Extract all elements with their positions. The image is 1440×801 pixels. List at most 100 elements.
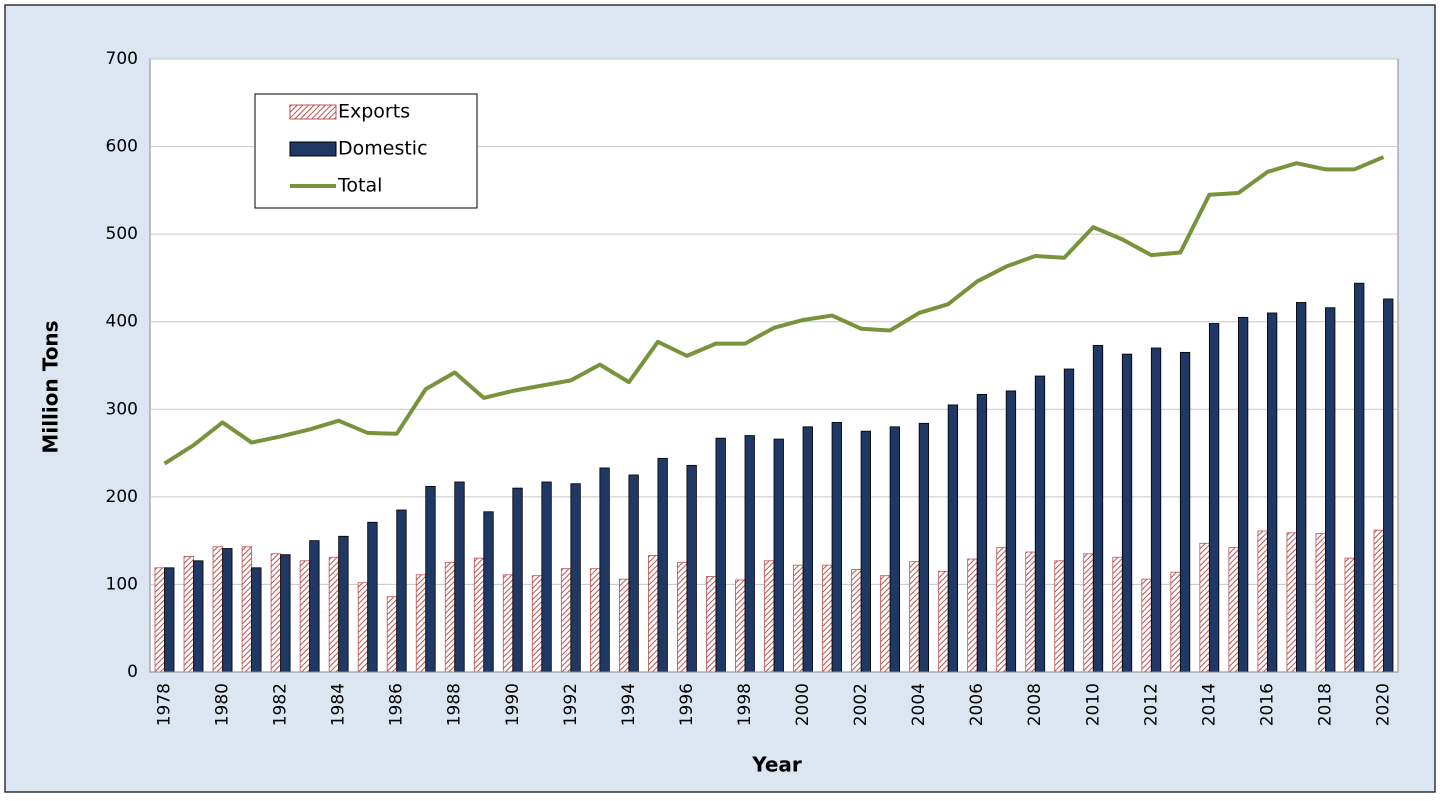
bar [241, 546, 252, 673]
bar [1325, 307, 1336, 673]
y-tick-label: 100 [106, 574, 138, 594]
bar [918, 422, 930, 673]
legend: Exports Domestic Total [254, 93, 478, 209]
bar [947, 404, 959, 673]
bar [1005, 390, 1017, 673]
bar [764, 560, 775, 673]
bar [715, 437, 726, 673]
bar [338, 535, 349, 673]
x-tick-label: 2004 [909, 683, 929, 726]
x-tick-label: 2014 [1199, 683, 1219, 726]
bar [425, 485, 436, 673]
bar [1286, 532, 1297, 673]
bar [618, 578, 630, 673]
bar [793, 564, 804, 673]
bar [444, 562, 456, 673]
bar [628, 474, 639, 673]
line [163, 155, 1385, 466]
bar [996, 547, 1007, 673]
bar [1296, 302, 1307, 673]
bar [270, 553, 282, 673]
x-tick-label: 1980 [213, 683, 233, 726]
x-tick-label: 2012 [1141, 683, 1161, 726]
y-tick-label: 500 [106, 224, 138, 244]
bar [251, 567, 262, 673]
bar [1237, 316, 1249, 673]
bar [386, 596, 398, 673]
bar [822, 564, 833, 673]
bar [531, 575, 543, 673]
y-tick-label: 700 [106, 49, 138, 69]
bar [1228, 547, 1239, 673]
y-tick-label: 200 [106, 487, 138, 507]
bar [1354, 282, 1365, 673]
bar [1170, 571, 1181, 673]
bar [599, 467, 610, 673]
bar [473, 557, 485, 673]
x-tick-label: 2016 [1257, 683, 1277, 726]
bar [744, 435, 755, 673]
bar [309, 540, 320, 673]
bar [938, 570, 949, 673]
legend-label: Domestic [338, 138, 428, 160]
bar [1266, 312, 1278, 673]
bar [677, 562, 688, 673]
bar [1092, 344, 1104, 673]
x-tick-label: 1988 [445, 683, 465, 726]
bar [880, 575, 891, 673]
x-tick-label: 2006 [967, 683, 987, 726]
x-tick-label: 1990 [503, 683, 523, 726]
bar [212, 546, 223, 673]
bar [1121, 353, 1133, 673]
bar [483, 511, 494, 673]
bar [183, 556, 194, 673]
bar [976, 393, 988, 673]
bar [1025, 551, 1036, 673]
bar [357, 582, 369, 673]
bar [454, 481, 465, 673]
bar [396, 509, 407, 673]
bar [222, 548, 233, 673]
bar [193, 560, 204, 673]
x-tick-label: 2008 [1025, 683, 1045, 726]
bar [570, 483, 581, 673]
bar [657, 457, 668, 673]
bar [648, 555, 659, 673]
x-tick-label: 1982 [271, 683, 291, 726]
x-tick-label: 1998 [735, 683, 755, 726]
legend-swatch [289, 104, 337, 120]
bar [1208, 323, 1220, 673]
bar [1199, 542, 1210, 673]
x-tick-label: 1996 [677, 683, 697, 726]
x-tick-label: 2000 [793, 683, 813, 726]
y-tick-label: 0 [127, 662, 138, 682]
bar [851, 569, 862, 673]
bar [512, 487, 523, 673]
bar [1141, 578, 1152, 673]
legend-label: Total [337, 175, 382, 197]
x-tick-label: 1984 [329, 683, 349, 726]
x-tick-label: 2010 [1083, 683, 1103, 726]
bar [686, 464, 697, 673]
x-tick-label: 1978 [155, 683, 175, 726]
bar [706, 576, 717, 673]
bar [860, 430, 871, 673]
bar [1373, 529, 1384, 673]
bar [802, 426, 813, 673]
bar [1083, 553, 1094, 673]
bar [589, 568, 601, 673]
x-tick-label: 2020 [1373, 683, 1393, 726]
bar [1063, 368, 1075, 673]
x-tick-label: 2018 [1315, 683, 1335, 726]
bar [367, 521, 378, 673]
bar [1179, 351, 1191, 673]
x-tick-label: 2002 [851, 683, 871, 726]
y-tick-label: 400 [106, 312, 138, 332]
x-tick-label: 1986 [387, 683, 407, 726]
legend-swatch [289, 141, 337, 157]
bar [831, 422, 842, 673]
y-tick-label: 600 [106, 137, 138, 157]
bar [967, 558, 978, 673]
bar [415, 574, 427, 673]
